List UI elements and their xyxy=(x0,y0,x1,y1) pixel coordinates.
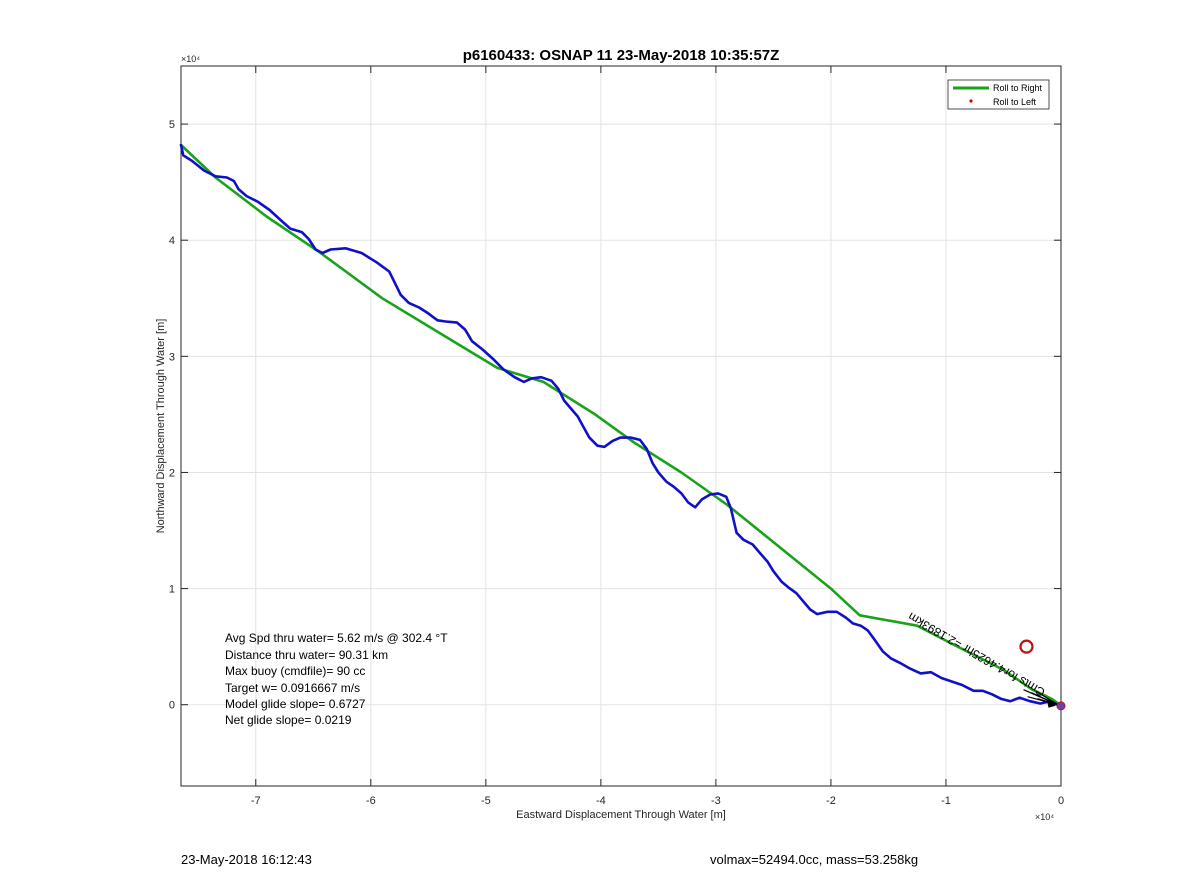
stats-box: Avg Spd thru water= 5.62 m/s @ 302.4 °T … xyxy=(225,631,448,727)
legend: Roll to Right Roll to Left xyxy=(947,79,1050,110)
y-tick-label: 1 xyxy=(169,584,175,596)
x-tick-label: -5 xyxy=(481,795,491,807)
plot-area-frame xyxy=(180,65,1062,787)
annotation-layer xyxy=(1019,639,1066,711)
stat-line: Model glide slope= 0.6727 xyxy=(225,697,366,711)
y-tick-label: 2 xyxy=(169,467,175,479)
end-position-marker xyxy=(1056,701,1066,711)
x-tick-label: -1 xyxy=(941,795,951,807)
legend-label-roll-left: Roll to Left xyxy=(993,97,1037,107)
series-line-roll-right xyxy=(179,143,1062,707)
x-tick-label: -4 xyxy=(596,795,606,807)
chart-grid xyxy=(181,66,1062,786)
x-tick-label: -2 xyxy=(826,795,836,807)
stat-line: Avg Spd thru water= 5.62 m/s @ 302.4 °T xyxy=(225,631,448,645)
y-tick-label: 3 xyxy=(169,351,175,363)
chart-title: p6160433: OSNAP 11 23-May-2018 10:35:57Z xyxy=(463,47,780,64)
series-layer xyxy=(179,143,1063,708)
legend-box xyxy=(947,79,1050,110)
axis-ticks: -7 -6 -5 -4 -3 -2 -1 0 0 1 2 3 4 5 xyxy=(169,66,1064,807)
series-line-track xyxy=(179,143,1063,708)
y-tick-label: 0 xyxy=(169,700,175,712)
footer-timestamp: 23-May-2018 16:12:43 xyxy=(181,852,312,867)
stat-line: Distance thru water= 90.31 km xyxy=(225,648,388,662)
stat-line: Net glide slope= 0.0219 xyxy=(225,713,352,727)
x-tick-label: -3 xyxy=(711,795,721,807)
current-vector-arrowhead xyxy=(1046,698,1056,708)
stat-line: Target w= 0.0916667 m/s xyxy=(225,681,360,695)
current-vector-line xyxy=(1031,692,1058,706)
x-tick-label: -6 xyxy=(366,795,376,807)
y-exponent-label: ×10⁴ xyxy=(181,54,200,64)
legend-label-roll-right: Roll to Right xyxy=(993,83,1043,93)
track-length-label: Cmts for4.4625hr =2.1893km xyxy=(906,610,1048,700)
legend-swatch-roll-left xyxy=(969,99,973,103)
y-tick-label: 4 xyxy=(169,235,175,247)
x-tick-label: -7 xyxy=(251,795,261,807)
x-axis-label: Eastward Displacement Through Water [m] xyxy=(516,809,726,821)
y-tick-label: 5 xyxy=(169,119,175,131)
target-circle-marker xyxy=(1019,639,1034,654)
x-exponent-label: ×10⁴ xyxy=(1035,812,1054,822)
y-axis-label: Northward Displacement Through Water [m] xyxy=(155,319,167,534)
stat-line: Max buoy (cmdfile)= 90 cc xyxy=(225,664,365,678)
footer-volume-mass: volmax=52494.0cc, mass=53.258kg xyxy=(710,852,919,867)
x-tick-label: 0 xyxy=(1058,795,1064,807)
current-vector-line xyxy=(1035,690,1058,706)
